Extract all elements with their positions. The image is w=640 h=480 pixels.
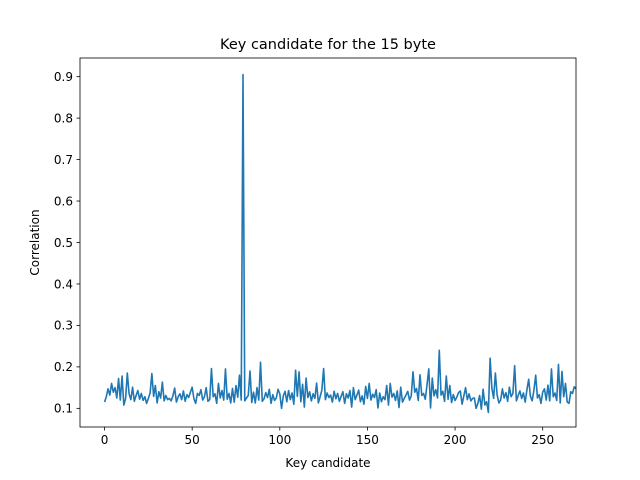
series-line <box>103 73 577 414</box>
y-tick-label: 0.8 <box>54 111 73 125</box>
chart-title: Key candidate for the 15 byte <box>220 37 436 53</box>
y-tick-label: 0.6 <box>54 194 73 208</box>
x-tick-label: 150 <box>356 433 379 447</box>
y-tick-label: 0.9 <box>54 70 73 84</box>
y-tick-label: 0.4 <box>54 277 73 291</box>
y-tick-label: 0.5 <box>54 236 73 250</box>
x-tick-label: 100 <box>268 433 291 447</box>
x-axis-ticks: 0 50 100 150 200 250 <box>101 427 554 447</box>
x-tick-label: 250 <box>531 433 554 447</box>
y-tick-label: 0.7 <box>54 153 73 167</box>
x-tick-label: 200 <box>444 433 467 447</box>
y-axis-label: Correlation <box>28 209 42 275</box>
y-axis-ticks: 0.1 0.2 0.3 0.4 0.5 0.6 0.7 0.8 0.9 <box>54 70 80 416</box>
y-tick-label: 0.1 <box>54 402 73 416</box>
x-tick-label: 0 <box>101 433 109 447</box>
y-tick-label: 0.2 <box>54 360 73 374</box>
y-tick-label: 0.3 <box>54 319 73 333</box>
x-axis-label: Key candidate <box>285 456 370 470</box>
x-tick-label: 50 <box>185 433 200 447</box>
